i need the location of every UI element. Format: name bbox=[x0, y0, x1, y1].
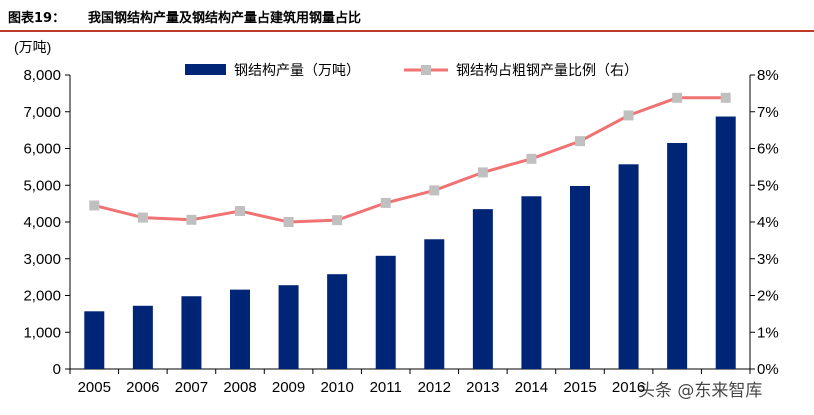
bar bbox=[230, 289, 250, 369]
x-tick-label: 2008 bbox=[223, 379, 256, 396]
line-point-marker bbox=[623, 110, 634, 121]
y-left-tick-label: 8,000 bbox=[23, 67, 61, 84]
bar bbox=[84, 311, 105, 369]
line-point-marker bbox=[575, 136, 585, 147]
legend-bar-label: 钢结构产量（万吨） bbox=[234, 62, 360, 78]
x-tick-label: 2014 bbox=[515, 379, 548, 396]
bar bbox=[278, 285, 299, 369]
bar bbox=[618, 164, 639, 369]
bar bbox=[181, 296, 202, 369]
line-point-marker bbox=[429, 185, 440, 196]
x-tick-label: 2006 bbox=[126, 379, 159, 396]
figure-number: 图表19： bbox=[8, 11, 66, 26]
y-right-tick-label: 1% bbox=[757, 324, 779, 341]
watermark-text: 头条 @东来智库 bbox=[638, 381, 763, 401]
line-point-marker bbox=[672, 92, 683, 103]
y-left-tick-label: 6,000 bbox=[23, 141, 61, 158]
line-point-marker bbox=[235, 205, 245, 216]
y-left-tick-label: 3,000 bbox=[23, 251, 61, 268]
line-point-marker bbox=[283, 217, 294, 227]
bar bbox=[715, 116, 736, 369]
y-left-tick-label: 2,000 bbox=[23, 288, 61, 305]
y-left-tick-label: 7,000 bbox=[23, 104, 61, 121]
x-tick-label: 2010 bbox=[320, 379, 353, 396]
bar bbox=[327, 274, 348, 369]
line-point-marker bbox=[186, 214, 197, 225]
y-right-tick-label: 2% bbox=[757, 288, 779, 305]
x-tick-label: 2015 bbox=[563, 379, 596, 396]
line-point-marker bbox=[332, 215, 343, 226]
x-tick-label: 2011 bbox=[370, 379, 402, 396]
y-right-tick-label: 6% bbox=[757, 141, 779, 158]
bar bbox=[570, 185, 590, 369]
chart-legend: 钢结构产量（万吨） 钢结构占粗钢产量比例（右） bbox=[185, 62, 638, 78]
series-line bbox=[93, 96, 726, 224]
x-tick-label: 2009 bbox=[272, 379, 305, 396]
bar bbox=[472, 209, 493, 369]
line-point-marker bbox=[720, 92, 731, 103]
line-point-marker bbox=[137, 212, 148, 223]
y-right-tick-label: 4% bbox=[757, 214, 779, 231]
line-point-marker bbox=[526, 153, 537, 164]
bar-series bbox=[84, 116, 736, 369]
line-series bbox=[89, 92, 731, 227]
x-tick-label: 2013 bbox=[466, 379, 499, 396]
y-right-tick-label: 5% bbox=[757, 177, 779, 194]
legend-line-marker bbox=[421, 65, 431, 75]
figure-header: 图表19： 我国钢结构产量及钢结构产量占建筑用钢量占比 bbox=[0, 0, 814, 32]
x-tick-label: 2016 bbox=[612, 379, 645, 396]
bar bbox=[424, 239, 445, 369]
figure-title: 我国钢结构产量及钢结构产量占建筑用钢量占比 bbox=[88, 11, 362, 26]
y-right-tick-label: 0% bbox=[757, 361, 779, 378]
y-right-tick-label: 8% bbox=[757, 67, 779, 84]
bar bbox=[375, 255, 396, 369]
legend-bar-swatch bbox=[185, 64, 226, 75]
line-point-marker bbox=[477, 167, 488, 178]
y-left-unit-label: (万吨) bbox=[14, 39, 51, 55]
header-divider bbox=[0, 30, 814, 32]
bar bbox=[667, 142, 688, 369]
line-point-marker bbox=[89, 200, 100, 211]
x-tick-label: 2012 bbox=[418, 379, 451, 396]
y-left-tick-label: 0 bbox=[53, 361, 61, 378]
bar bbox=[521, 196, 542, 369]
legend-line-label: 钢结构占粗钢产量比例（右） bbox=[456, 62, 638, 78]
y-right-tick-label: 7% bbox=[757, 104, 779, 121]
y-left-tick-label: 5,000 bbox=[23, 177, 61, 194]
y-right-tick-label: 3% bbox=[757, 251, 779, 268]
x-tick-label: 2007 bbox=[175, 379, 208, 396]
x-tick-label: 2005 bbox=[78, 379, 111, 396]
line-point-marker bbox=[380, 197, 391, 208]
chart-axes: 0 1,000 2,000 3,000 4,000 5,000 6,000 7,000 8,00… bbox=[14, 39, 779, 396]
y-left-tick-label: 1,000 bbox=[23, 324, 61, 341]
y-left-tick-label: 4,000 bbox=[23, 214, 61, 231]
bar bbox=[132, 305, 153, 369]
